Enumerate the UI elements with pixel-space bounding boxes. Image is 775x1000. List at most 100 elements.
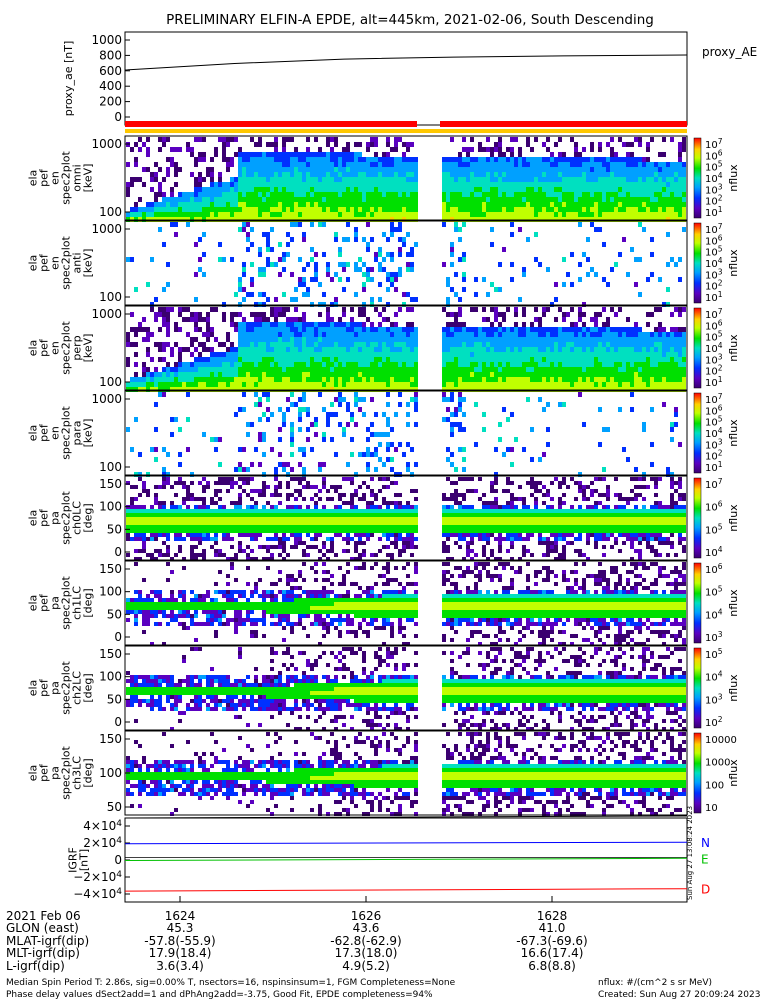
spectrogram-pixel bbox=[538, 172, 542, 177]
spectrogram-pixel bbox=[246, 432, 250, 437]
spectrogram-pixel bbox=[634, 192, 638, 197]
spectrogram-pixel bbox=[210, 347, 214, 352]
spectrogram-pixel bbox=[398, 382, 402, 387]
spectrogram-pixel bbox=[498, 382, 502, 387]
spectrogram-pixel bbox=[602, 427, 606, 432]
spectrogram-pixel bbox=[194, 177, 198, 182]
spectrogram-pixel bbox=[354, 202, 358, 207]
spectrogram-pixel bbox=[498, 207, 502, 212]
spectrogram-pixel bbox=[218, 377, 222, 382]
spectrogram-pixel bbox=[574, 167, 578, 172]
spectrogram-pixel bbox=[370, 142, 374, 147]
spectrogram-pixel bbox=[186, 382, 190, 387]
spectrogram-pixel bbox=[398, 377, 402, 382]
spectrogram-pixel bbox=[290, 222, 294, 227]
spectrogram-pixel bbox=[182, 372, 186, 377]
spectrogram-pixel bbox=[278, 182, 282, 187]
spectrogram-pixel bbox=[574, 142, 578, 147]
spectrogram-pixel bbox=[602, 277, 606, 282]
spectrogram-pixel bbox=[126, 332, 130, 337]
spectrogram-pixel bbox=[258, 352, 262, 357]
spectrogram-pixel bbox=[606, 192, 610, 197]
spectrogram-pixel bbox=[358, 307, 362, 312]
spectrogram-pixel bbox=[318, 327, 322, 332]
spectrogram-pixel bbox=[362, 162, 366, 167]
spectrogram-pixel bbox=[278, 462, 282, 467]
spectrogram-pixel bbox=[358, 182, 362, 187]
spectrogram-pixel bbox=[570, 162, 574, 167]
spectrogram-pixel bbox=[138, 537, 142, 541]
spectrogram-pixel bbox=[622, 362, 626, 367]
spectrogram-pixel bbox=[342, 202, 346, 207]
spectrogram-pixel bbox=[442, 382, 446, 387]
spectrogram-pixel bbox=[526, 137, 530, 142]
spectrogram-pixel bbox=[374, 167, 378, 172]
spectrogram-pixel bbox=[214, 192, 218, 197]
spectrogram-pixel bbox=[458, 362, 462, 367]
spectrogram-pixel bbox=[450, 252, 454, 257]
spectrogram-pixel bbox=[646, 337, 650, 342]
spectrogram-pixel bbox=[394, 202, 398, 207]
spectrogram-pixel bbox=[494, 332, 498, 337]
spectrogram-pixel bbox=[282, 557, 286, 561]
spectrogram-pixel bbox=[626, 457, 630, 462]
spectrogram-pixel bbox=[642, 427, 646, 432]
spectrogram-pixel bbox=[630, 177, 634, 182]
spectrogram-pixel bbox=[498, 262, 502, 267]
spectrogram-pixel bbox=[574, 372, 578, 377]
spectrogram-pixel bbox=[286, 505, 290, 509]
spectrogram-pixel bbox=[402, 357, 406, 362]
spectrogram-pixel bbox=[346, 377, 350, 382]
spectrogram-pixel bbox=[294, 367, 298, 372]
spectrogram-pixel bbox=[138, 452, 142, 457]
spectrogram-pixel bbox=[158, 553, 162, 557]
spectrogram-pixel bbox=[158, 505, 162, 509]
spectrogram-pixel bbox=[682, 367, 686, 372]
spectrogram-pixel bbox=[394, 272, 398, 277]
spectrogram-pixel bbox=[246, 337, 250, 342]
panel-3-colorbar-tick: 107 bbox=[705, 307, 723, 321]
spectrogram-pixel bbox=[234, 501, 238, 505]
spectrogram-pixel bbox=[534, 197, 538, 202]
spectrogram-pixel bbox=[138, 377, 142, 382]
orbit-bar-red-left bbox=[125, 121, 417, 127]
spectrogram-pixel bbox=[266, 549, 270, 553]
spectrogram-pixel bbox=[146, 337, 150, 342]
spectrogram-pixel bbox=[126, 513, 130, 517]
spectrogram-pixel bbox=[662, 197, 666, 202]
spectrogram-pixel bbox=[590, 142, 594, 147]
spectrogram-pixel bbox=[674, 187, 678, 192]
spectrogram-pixel bbox=[290, 202, 294, 207]
spectrogram-pixel bbox=[494, 327, 498, 332]
spectrogram-pixel bbox=[314, 529, 318, 533]
spectrogram-pixel bbox=[326, 337, 330, 342]
spectrogram-pixel bbox=[142, 541, 146, 545]
spectrogram-pixel bbox=[474, 367, 478, 372]
spectrogram-pixel bbox=[298, 197, 302, 202]
spectrogram-pixel bbox=[354, 362, 358, 367]
spectrogram-pixel bbox=[154, 192, 158, 197]
spectrogram-pixel bbox=[514, 177, 518, 182]
spectrogram-pixel bbox=[258, 347, 262, 352]
spectrogram-pixel bbox=[458, 427, 462, 432]
spectrogram-pixel bbox=[522, 162, 526, 167]
spectrogram-pixel bbox=[650, 172, 654, 177]
spectrogram-pixel bbox=[238, 362, 242, 367]
spectrogram-pixel bbox=[334, 452, 338, 457]
spectrogram-pixel bbox=[330, 357, 334, 362]
spectrogram-pixel bbox=[274, 529, 278, 533]
spectrogram-pixel bbox=[162, 312, 166, 317]
spectrogram-pixel bbox=[218, 372, 222, 377]
spectrogram-pixel bbox=[510, 232, 514, 237]
spectrogram-pixel bbox=[366, 337, 370, 342]
spectrogram-pixel bbox=[602, 172, 606, 177]
spectrogram-pixel bbox=[362, 182, 366, 187]
spectrogram-pixel bbox=[350, 327, 354, 332]
spectrogram-pixel bbox=[282, 167, 286, 172]
spectrogram-pixel bbox=[314, 509, 318, 513]
spectrogram-pixel bbox=[446, 322, 450, 327]
spectrogram-pixel bbox=[254, 172, 258, 177]
spectrogram-pixel bbox=[322, 252, 326, 257]
spectrogram-pixel bbox=[514, 327, 518, 332]
spectrogram-pixel bbox=[398, 347, 402, 352]
